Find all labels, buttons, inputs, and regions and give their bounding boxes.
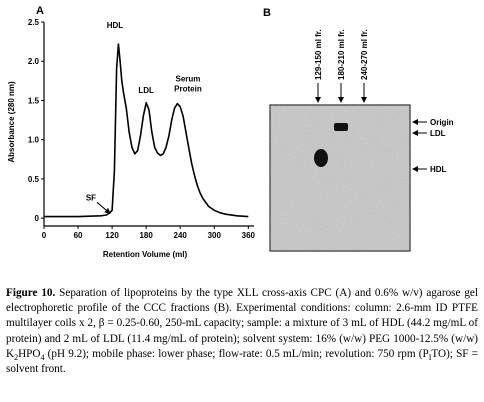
- gel-band-label: HDL: [430, 165, 447, 174]
- y-tick-label: 1.5: [28, 96, 40, 105]
- solvent-front-arrow: [96, 201, 111, 214]
- x-tick-label: 0: [42, 231, 47, 240]
- y-tick-label: 1.0: [28, 136, 40, 145]
- fraction-label: 240-270 ml fr.: [360, 29, 369, 80]
- x-tick-label: 120: [105, 231, 119, 240]
- x-tick-label: 180: [139, 231, 153, 240]
- hdl-band: [314, 149, 328, 167]
- y-tick-label: 0.5: [28, 175, 40, 184]
- gel-panel: [269, 104, 411, 252]
- ldl-band: [334, 123, 348, 131]
- panel-a-label: A: [36, 5, 44, 17]
- y-axis-title: Absorbance (280 nm): [7, 81, 16, 163]
- ldl-peak-label: LDL: [138, 86, 154, 95]
- figure-caption: Figure 10. Separation of lipoproteins by…: [6, 286, 478, 377]
- gel-band-label: LDL: [430, 129, 446, 138]
- caption-text: Separation of lipoproteins by the type X…: [6, 287, 478, 360]
- x-tick-label: 360: [242, 231, 256, 240]
- protein-peak-label: Protein: [174, 85, 202, 94]
- x-axis-title: Retention Volume (ml): [103, 250, 188, 259]
- x-tick-label: 300: [208, 231, 222, 240]
- figure: A Absorbance (280 nm) Retention Volume (…: [7, 5, 454, 259]
- y-tick-label: 2.5: [28, 18, 40, 27]
- panel-b-label: B: [263, 7, 271, 19]
- chromatogram-line: [44, 43, 249, 218]
- chart-plot-area: 0 0.5 1.0 1.5 2.0 2.5 0 60 120 180 240 300 360 HDL LDL…: [28, 18, 256, 240]
- y-tick-label: 2.0: [28, 57, 40, 66]
- gel-labels: 129-150 ml fr. 180-210 ml fr. 240-270 ml f…: [314, 29, 454, 174]
- caption-text-cont: (pH 9.2); mobile phase: lower phase; flo…: [44, 347, 429, 360]
- caption-subscript-k2: 2: [14, 353, 19, 363]
- serum-peak-label: Serum: [175, 75, 200, 84]
- fraction-label: 180-210 ml fr.: [337, 29, 346, 80]
- hdl-peak-label: HDL: [107, 21, 124, 30]
- fraction-label: 129-150 ml fr.: [314, 29, 323, 80]
- caption-figure-label: Figure 10.: [6, 287, 56, 299]
- y-tick-label: 0: [35, 214, 40, 223]
- caption-text-hpo: HPO: [18, 347, 41, 360]
- caption-subscript-4: 4: [40, 353, 45, 363]
- gel-band-label: Origin: [430, 118, 454, 127]
- caption-subscript-i: I: [428, 353, 432, 363]
- x-tick-label: 240: [174, 231, 188, 240]
- caption-text-end: TO); SF = solvent front.: [6, 347, 478, 376]
- x-tick-label: 60: [74, 231, 83, 240]
- solvent-front-label: SF: [86, 193, 96, 202]
